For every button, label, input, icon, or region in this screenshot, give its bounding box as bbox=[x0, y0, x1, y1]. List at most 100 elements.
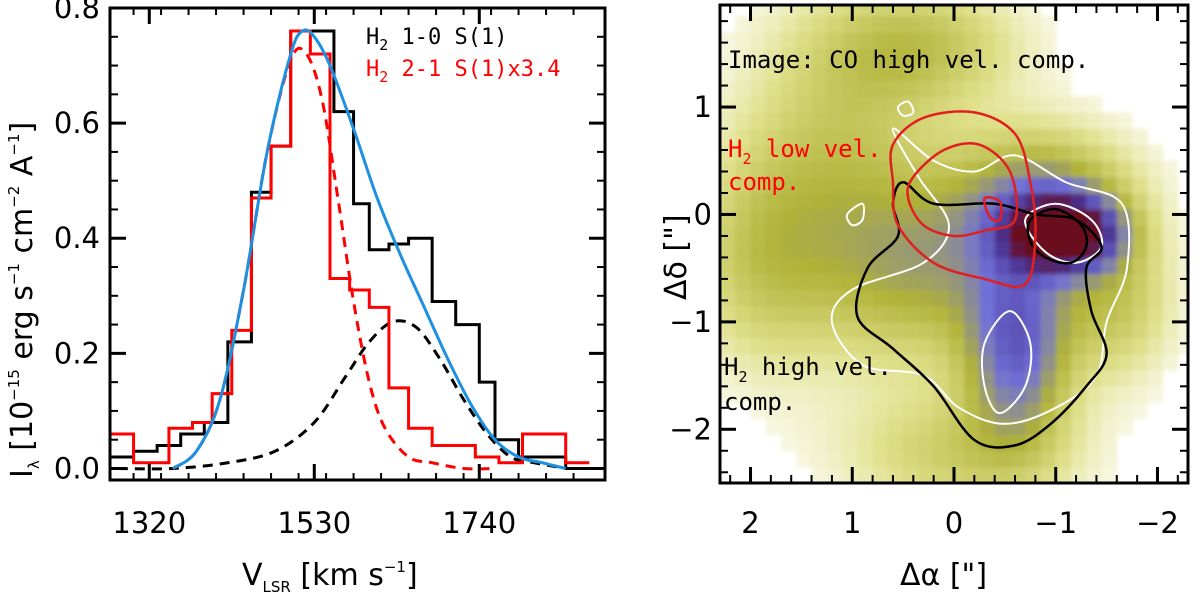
x-tick-label: 1530 bbox=[277, 506, 351, 540]
heatmap-cell bbox=[1132, 337, 1148, 355]
heatmap-cell bbox=[765, 80, 782, 97]
heatmap-cell bbox=[1055, 112, 1072, 130]
heatmap-cell bbox=[1071, 321, 1087, 339]
heatmap-cell bbox=[1025, 321, 1042, 339]
heatmap-cell bbox=[903, 80, 919, 97]
heatmap-cell bbox=[1147, 176, 1164, 194]
heatmap-cell bbox=[1132, 225, 1148, 242]
y-tick-label: 0.2 bbox=[54, 336, 100, 370]
heatmap-cell bbox=[1101, 225, 1118, 242]
annotation-h2-high-vel-comp: comp. bbox=[724, 388, 796, 416]
heatmap-cell bbox=[1086, 128, 1103, 146]
heatmap-cell bbox=[842, 64, 858, 81]
heatmap-cell bbox=[887, 15, 904, 33]
heatmap-cell bbox=[796, 370, 813, 387]
heatmap-cell bbox=[948, 144, 965, 162]
heatmap-cell bbox=[887, 112, 904, 130]
heatmap-cell bbox=[796, 15, 813, 33]
y-tick-label: 0.8 bbox=[54, 0, 100, 25]
heatmap-cell bbox=[1009, 5, 1026, 17]
heatmap-cell bbox=[811, 337, 828, 355]
heatmap-cell bbox=[1055, 434, 1072, 452]
heatmap-cell bbox=[872, 418, 889, 436]
heatmap-cell bbox=[1177, 225, 1188, 242]
heatmap-cell bbox=[1009, 64, 1026, 81]
heatmap-cell bbox=[750, 176, 767, 194]
heatmap-cell bbox=[918, 80, 935, 97]
heatmap-cell bbox=[781, 160, 797, 178]
heatmap-cell bbox=[750, 5, 767, 17]
heatmap-cell bbox=[1025, 128, 1042, 146]
heatmap-cell bbox=[1147, 257, 1164, 275]
heatmap-cell bbox=[887, 321, 904, 339]
heatmap-cell bbox=[887, 5, 904, 17]
heatmap-cell bbox=[1040, 241, 1057, 259]
heatmap-cell bbox=[948, 64, 965, 81]
heatmap-cell bbox=[1086, 160, 1103, 178]
heatmap-cell bbox=[1116, 370, 1133, 387]
heatmap-cell bbox=[857, 337, 874, 355]
heatmap-cell bbox=[1055, 289, 1072, 307]
heatmap-cell bbox=[750, 305, 767, 323]
heatmap-cell bbox=[1177, 241, 1188, 259]
heatmap-cell bbox=[735, 176, 752, 194]
heatmap-cell bbox=[1086, 192, 1103, 210]
heatmap-cell bbox=[964, 160, 981, 178]
heatmap-cell bbox=[750, 402, 767, 420]
heatmap-cell bbox=[979, 321, 996, 339]
heatmap-cell bbox=[1162, 209, 1179, 226]
heatmap-cell bbox=[903, 128, 919, 146]
heatmap-cell bbox=[811, 144, 828, 162]
heatmap-cell bbox=[1040, 176, 1057, 194]
heatmap-cell bbox=[1071, 273, 1087, 291]
left-spectrum-panel: 1320 1530 1740 0.0 0.2 0.4 0.6 0.8 H2 1-0 S(1) … bbox=[5, 0, 607, 596]
heatmap-cell bbox=[781, 354, 797, 371]
heatmap-cell bbox=[1116, 176, 1133, 194]
heatmap-cell bbox=[1101, 418, 1118, 436]
heatmap-cell bbox=[964, 466, 981, 483]
heatmap-cell bbox=[872, 241, 889, 259]
heatmap-cell bbox=[781, 47, 797, 65]
heatmap-cell bbox=[735, 47, 752, 65]
heatmap-cell bbox=[857, 96, 874, 114]
heatmap-cell bbox=[842, 321, 858, 339]
heatmap-cell bbox=[826, 450, 843, 468]
heatmap-cell bbox=[948, 450, 965, 468]
heatmap-cell bbox=[964, 434, 981, 452]
heatmap-cell bbox=[1040, 15, 1057, 33]
heatmap-cell bbox=[1132, 128, 1148, 146]
heatmap-cell bbox=[811, 15, 828, 33]
heatmap-cell bbox=[1009, 370, 1026, 387]
heatmap-cell bbox=[979, 64, 996, 81]
heatmap-cell bbox=[765, 144, 782, 162]
heatmap-cell bbox=[1147, 337, 1164, 355]
heatmap-cell bbox=[903, 370, 919, 387]
heatmap-cell bbox=[811, 176, 828, 194]
heatmap-cell bbox=[887, 418, 904, 436]
heatmap-cell bbox=[887, 386, 904, 404]
heatmap-cell bbox=[933, 47, 950, 65]
heatmap-cell bbox=[750, 289, 767, 307]
heatmap-cell bbox=[735, 192, 752, 210]
heatmap-cell bbox=[857, 15, 874, 33]
heatmap-cell bbox=[887, 305, 904, 323]
heatmap-cell bbox=[811, 289, 828, 307]
heatmap-cell bbox=[781, 192, 797, 210]
heatmap-cell bbox=[1009, 466, 1026, 483]
heatmap-cell bbox=[765, 128, 782, 146]
heatmap-cell bbox=[918, 321, 935, 339]
heatmap-cell bbox=[1101, 144, 1118, 162]
heatmap-cell bbox=[796, 273, 813, 291]
heatmap-cell bbox=[1025, 402, 1042, 420]
heatmap-cell bbox=[1009, 160, 1026, 178]
co-heatmap bbox=[720, 5, 1188, 483]
heatmap-cell bbox=[1101, 402, 1118, 420]
heatmap-cell bbox=[735, 15, 752, 33]
heatmap-cell bbox=[979, 289, 996, 307]
heatmap-cell bbox=[1132, 160, 1148, 178]
heatmap-cell bbox=[796, 386, 813, 404]
heatmap-cell bbox=[1025, 386, 1042, 404]
heatmap-cell bbox=[1071, 370, 1087, 387]
heatmap-cell bbox=[1025, 31, 1042, 49]
heatmap-cell bbox=[948, 112, 965, 130]
